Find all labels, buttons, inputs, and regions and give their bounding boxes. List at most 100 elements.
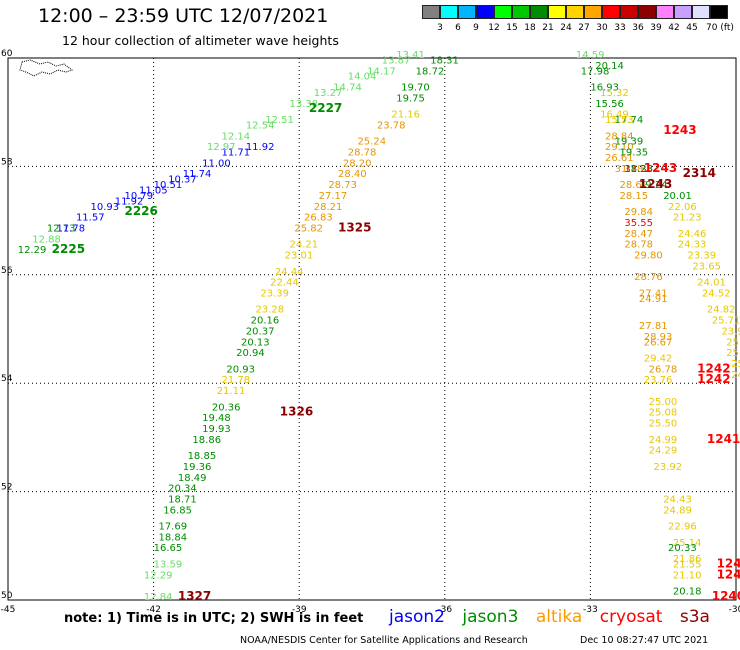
- scale-swatch: [674, 5, 692, 19]
- scale-swatch: [512, 5, 530, 19]
- map-frame: [7, 57, 737, 601]
- scale-label: 33: [614, 23, 626, 33]
- lon-tick-label: -42: [146, 605, 161, 615]
- scale-swatch: [422, 5, 440, 19]
- swh-observation: 12.88: [32, 234, 61, 245]
- scale-swatch: [584, 5, 602, 19]
- pass-time-label: 1242: [697, 372, 730, 386]
- swh-observation: 13.59: [154, 559, 183, 570]
- swh-observation: 18.71: [168, 494, 197, 505]
- swh-observation: 11.74: [183, 169, 212, 180]
- swh-observation: 20.36: [212, 402, 241, 413]
- swh-observation: 19.70: [401, 83, 430, 94]
- swh-observation: 19.48: [202, 413, 231, 424]
- swh-observation: 20.13: [241, 337, 270, 348]
- pass-time-label: 1325: [338, 220, 371, 234]
- swh-observation: 20.93: [226, 364, 255, 375]
- scale-label: 70 (ft): [706, 23, 734, 33]
- swh-observation: 16.93: [590, 83, 619, 94]
- pass-time-label: 1241: [717, 567, 740, 581]
- pass-time-label: 2225: [52, 242, 85, 256]
- swh-observation: 24.99: [649, 435, 678, 446]
- scale-label: 21: [542, 23, 554, 33]
- swh-observation: 18.72: [416, 66, 445, 77]
- scale-label: 24: [560, 23, 572, 33]
- pass-time-label: 1241: [707, 432, 740, 446]
- scale-label: 3: [437, 23, 443, 33]
- scale-label: 42: [668, 23, 680, 33]
- scale-swatch: [602, 5, 620, 19]
- swh-observation: 11.57: [76, 213, 105, 224]
- swh-observation: 18.31: [430, 55, 459, 66]
- swh-observation: 18.49: [178, 473, 207, 484]
- swh-observation: 10.79: [124, 191, 153, 202]
- scale-label: 45: [686, 23, 698, 33]
- swh-observation: 21.86: [673, 554, 702, 565]
- pass-time-label: 1326: [280, 405, 313, 419]
- swh-observation: 22.06: [668, 202, 697, 213]
- scale-swatch: [710, 5, 728, 19]
- swh-observation: 23.28: [256, 305, 285, 316]
- swh-observation: 11.00: [202, 158, 231, 169]
- scale-swatch: [440, 5, 458, 19]
- pass-time-label: 2226: [124, 204, 157, 218]
- pass-time-label: 1243: [663, 123, 696, 137]
- swh-observation: 21.11: [217, 386, 246, 397]
- swh-observation: 23.92: [653, 462, 682, 473]
- swh-observation: 12.73: [47, 223, 76, 234]
- swh-observation: 27.81: [639, 321, 668, 332]
- swh-observation: 12.14: [222, 131, 251, 142]
- satellite-legend: jason2 jason3 altika cryosat s3a: [389, 607, 722, 627]
- swh-observation: 14.17: [367, 66, 396, 77]
- scale-swatch: [620, 5, 638, 19]
- legend-jason3: jason3: [462, 607, 519, 627]
- swh-observation: 25.99: [726, 337, 740, 348]
- swh-observation: 23.76: [644, 375, 673, 386]
- swh-observation: 12.29: [144, 570, 173, 581]
- swh-observation: 27.41: [639, 288, 668, 299]
- swh-observation: 26.78: [649, 364, 678, 375]
- scale-label: 15: [506, 23, 518, 33]
- legend-cryosat: cryosat: [599, 607, 663, 627]
- lat-lon-grid: -45 -42 -39 -36 -33 -30 60 58 56 54 52 50: [1, 49, 740, 615]
- swh-observation: 12.97: [207, 142, 236, 153]
- swh-observation: 24.46: [678, 229, 707, 240]
- swh-observation: 14.04: [348, 72, 377, 83]
- swh-observation: 28.21: [314, 202, 343, 213]
- swh-observation: 13.87: [382, 55, 411, 66]
- swh-observation: 18.85: [188, 451, 217, 462]
- scale-label: 39: [650, 23, 662, 33]
- lat-tick-label: 58: [1, 157, 13, 167]
- swh-observation: 20.37: [246, 326, 275, 337]
- legend-s3a: s3a: [679, 607, 710, 627]
- swh-observation: 12.54: [246, 120, 275, 131]
- swh-observation: 24.21: [289, 240, 318, 251]
- swh-observation: 20.33: [668, 543, 697, 554]
- lon-tick-label: -30: [729, 605, 740, 615]
- swh-observation: 26.67: [644, 337, 673, 348]
- swh-observation: 19.35: [620, 148, 649, 159]
- pass-time-label: 1327: [178, 589, 211, 603]
- legend-jason2: jason2: [389, 607, 445, 627]
- swh-observation: 28.62: [620, 180, 649, 191]
- swh-observation: 14.74: [333, 83, 362, 94]
- swh-observation: 18.33: [624, 164, 653, 175]
- swh-observation: 13.38: [289, 99, 318, 110]
- scale-swatch: [638, 5, 656, 19]
- pass-time-label: 1241: [717, 556, 740, 570]
- units-note: note: 1) Time is in UTC; 2) SWH is in fe…: [64, 611, 364, 626]
- observation-layer: 12.2912.7312.8811.7811.5710.9311.9210.79…: [18, 50, 740, 603]
- swh-observation: 11.92: [115, 196, 144, 207]
- swh-observation: 12.51: [265, 115, 294, 126]
- swh-observation: 15.53: [605, 115, 634, 126]
- pass-time-label: 1240: [712, 589, 740, 603]
- swh-observation: 12.29: [18, 245, 47, 256]
- lat-tick-label: 50: [1, 591, 13, 601]
- swh-observation: 24: [731, 370, 740, 381]
- scale-label: 18: [524, 23, 536, 33]
- pass-time-label: 2314: [683, 166, 716, 180]
- swh-observation: 35.55: [624, 218, 653, 229]
- swh-observation: 18.86: [192, 435, 221, 446]
- swh-observation: 31.28: [624, 164, 653, 175]
- swh-observation: 20.14: [595, 61, 624, 72]
